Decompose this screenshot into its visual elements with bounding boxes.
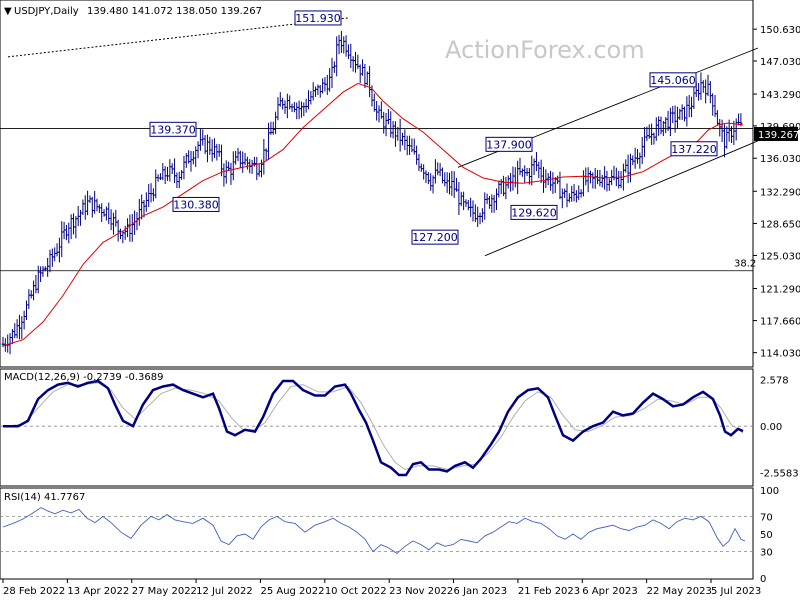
watermark: ActionForex.com [445, 36, 645, 64]
annotation-box [294, 10, 342, 26]
annotation-box [149, 121, 197, 137]
price-tick-label: 136.030 [760, 154, 800, 165]
macd-tick-label: 2.578 [760, 376, 789, 387]
rsi-line [2, 507, 746, 554]
annotation-label: 127.200 [412, 231, 458, 244]
price-annotation: 145.060 [649, 72, 697, 88]
annotation-box [485, 136, 533, 152]
price-panel [0, 0, 754, 368]
price-tick-label: 114.030 [760, 349, 800, 360]
rsi-tick-label: 30 [760, 548, 773, 559]
price-tick-label: 121.290 [760, 284, 800, 295]
price-tick-label: 132.290 [760, 187, 800, 198]
annotation-label: 129.620 [511, 206, 557, 219]
price-tick-label: 125.030 [760, 251, 800, 262]
price-annotation: 139.370 [149, 121, 197, 137]
date-tick-label: 21 Feb 2023 [518, 586, 580, 597]
last-price-label: 139.267 [758, 130, 799, 141]
date-tick-label: 27 May 2022 [132, 586, 197, 597]
price-annotation: 137.220 [670, 141, 718, 157]
price-annotation: 127.200 [411, 229, 459, 245]
annotation-label: 145.060 [650, 74, 696, 87]
annotation-box [670, 141, 718, 157]
macd-tick-label: 0.00 [760, 422, 782, 433]
last-price-tag [754, 127, 798, 141]
moving-average-line [2, 82, 744, 347]
ohlc-readout: 139.480 141.072 138.050 139.267 [87, 6, 262, 17]
annotation-label: 137.220 [671, 143, 717, 156]
date-tick-label: 22 May 2023 [647, 586, 712, 597]
date-tick-label: 10 Oct 2022 [325, 586, 387, 597]
macd-panel [0, 368, 754, 487]
macd-tick-label: -2.5583 [760, 468, 799, 479]
date-tick-label: 28 Feb 2022 [3, 586, 65, 597]
date-tick-label: 23 Nov 2022 [389, 586, 453, 597]
annotation-label: 151.930 [295, 12, 341, 25]
rsi-layer [0, 507, 753, 554]
price-tick-label: 150.630 [760, 25, 800, 36]
price-title: USDJPY,Daily [14, 6, 79, 17]
macd-title: MACD(12,26,9) -0.2739 -0.3689 [4, 372, 164, 383]
annotation-box [411, 229, 459, 245]
date-tick-label: 6 Apr 2023 [582, 586, 637, 597]
price-layer: 38.2 151.930 139.370 130.380 127.200 137.900 1… [0, 10, 759, 355]
price-tick-label: 128.650 [760, 219, 800, 230]
macd-layer [0, 379, 753, 477]
price-annotation: 151.930 [294, 10, 342, 26]
date-tick-label: 12 Jul 2022 [196, 586, 253, 597]
rsi-panel [0, 487, 754, 580]
rsi-tick-label: 70 [760, 512, 773, 523]
price-tick-label: 117.660 [760, 317, 800, 328]
price-annotation: 129.620 [510, 204, 558, 220]
date-tick-label: 5 Jul 2023 [711, 586, 761, 597]
channel-lower-line [484, 140, 759, 257]
price-tick-label: 147.030 [760, 57, 800, 68]
rsi-title: RSI(14) 41.7767 [4, 492, 85, 503]
rsi-tick-label: 0 [760, 574, 766, 585]
annotation-box [649, 72, 697, 88]
macd-line [3, 379, 744, 477]
annotation-box [172, 196, 220, 212]
dotted-trendline [7, 17, 349, 58]
date-tick-label: 13 Apr 2022 [67, 586, 129, 597]
date-tick-label: 25 Aug 2022 [260, 586, 324, 597]
price-annotation: 130.380 [172, 196, 220, 212]
price-annotation: 137.900 [485, 136, 533, 152]
annotation-label: 139.370 [150, 123, 196, 136]
rsi-tick-label: 100 [760, 486, 779, 497]
price-title-icon: ▼ [4, 6, 12, 17]
date-tick-label: 6 Jan 2023 [454, 586, 508, 597]
fib-label: 38.2 [734, 259, 756, 270]
annotation-label: 130.380 [173, 198, 219, 211]
rsi-tick-label: 50 [760, 530, 773, 541]
price-tick-label: 143.290 [760, 90, 800, 101]
annotation-box [510, 204, 558, 220]
annotation-label: 137.900 [486, 138, 532, 151]
